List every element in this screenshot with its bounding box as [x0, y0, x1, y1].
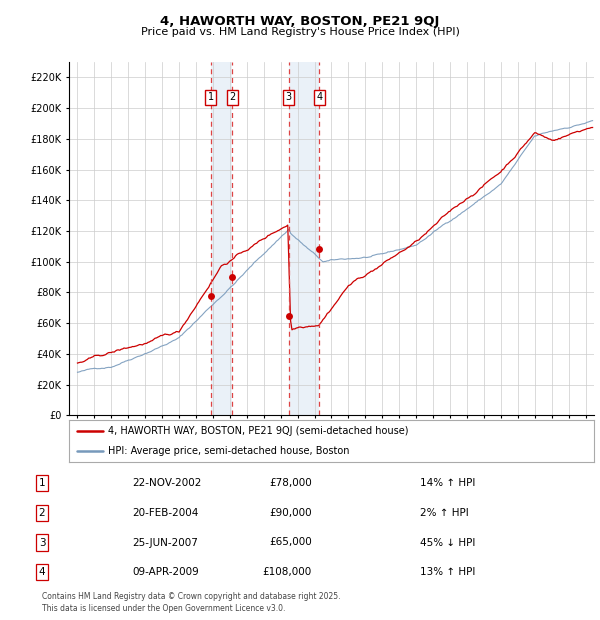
Text: 45% ↓ HPI: 45% ↓ HPI: [420, 538, 475, 547]
Text: £78,000: £78,000: [269, 478, 312, 488]
Text: 25-JUN-2007: 25-JUN-2007: [132, 538, 198, 547]
Text: 4, HAWORTH WAY, BOSTON, PE21 9QJ: 4, HAWORTH WAY, BOSTON, PE21 9QJ: [160, 16, 440, 29]
Text: 4: 4: [316, 92, 322, 102]
Text: 2: 2: [229, 92, 235, 102]
Text: 3: 3: [286, 92, 292, 102]
Text: £90,000: £90,000: [269, 508, 312, 518]
Text: 22-NOV-2002: 22-NOV-2002: [132, 478, 202, 488]
Text: 13% ↑ HPI: 13% ↑ HPI: [420, 567, 475, 577]
Text: 1: 1: [208, 92, 214, 102]
Bar: [289, 62, 319, 415]
Text: 4, HAWORTH WAY, BOSTON, PE21 9QJ (semi-detached house): 4, HAWORTH WAY, BOSTON, PE21 9QJ (semi-d…: [109, 426, 409, 436]
Text: 2% ↑ HPI: 2% ↑ HPI: [420, 508, 469, 518]
Text: 20-FEB-2004: 20-FEB-2004: [132, 508, 199, 518]
Text: 2: 2: [38, 508, 46, 518]
Text: 09-APR-2009: 09-APR-2009: [132, 567, 199, 577]
Text: 1: 1: [38, 478, 46, 488]
Text: £65,000: £65,000: [269, 538, 312, 547]
Text: Contains HM Land Registry data © Crown copyright and database right 2025.
This d: Contains HM Land Registry data © Crown c…: [42, 591, 341, 613]
Bar: [211, 62, 232, 415]
Text: 3: 3: [38, 538, 46, 547]
Text: 14% ↑ HPI: 14% ↑ HPI: [420, 478, 475, 488]
Text: 4: 4: [38, 567, 46, 577]
Text: Price paid vs. HM Land Registry's House Price Index (HPI): Price paid vs. HM Land Registry's House …: [140, 27, 460, 37]
Text: HPI: Average price, semi-detached house, Boston: HPI: Average price, semi-detached house,…: [109, 446, 350, 456]
Text: £108,000: £108,000: [263, 567, 312, 577]
